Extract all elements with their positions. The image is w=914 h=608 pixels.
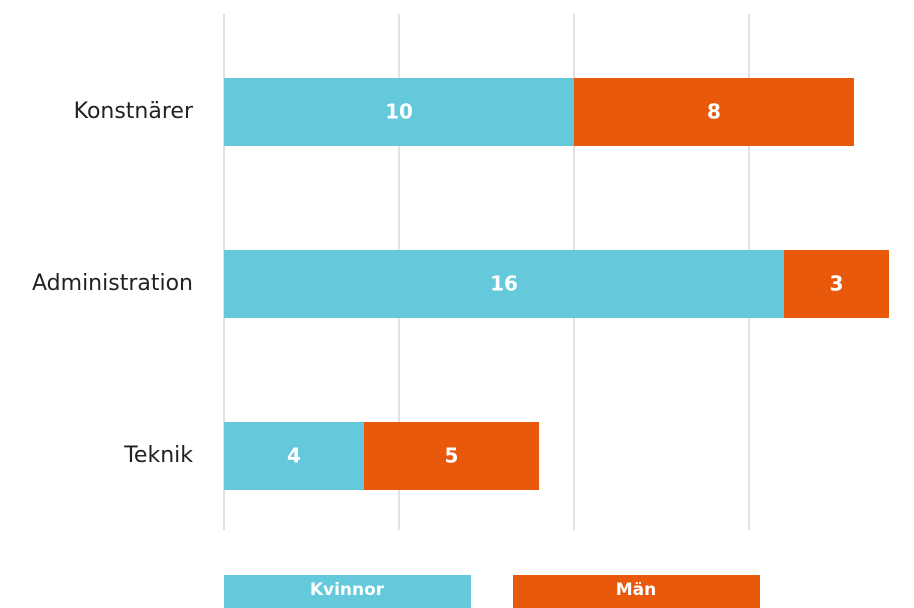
category-label: Teknik — [123, 443, 193, 468]
legend-swatch — [513, 575, 760, 608]
bar-segment — [224, 422, 364, 490]
bar-segment — [574, 78, 854, 146]
data-label: 10 — [385, 100, 413, 124]
category-label: Konstnärer — [74, 99, 194, 124]
data-label: 5 — [445, 444, 459, 468]
category-label: Administration — [32, 271, 193, 296]
data-label: 4 — [287, 444, 301, 468]
data-label: 3 — [830, 272, 844, 296]
bar-segment — [364, 422, 539, 490]
legend-label: Kvinnor — [310, 580, 385, 600]
legend-label: Män — [616, 580, 657, 600]
bar-segment — [224, 78, 574, 146]
data-label: 8 — [707, 100, 721, 124]
legend-swatch — [224, 575, 471, 608]
data-label: 16 — [490, 272, 518, 296]
bar-segment — [784, 250, 889, 318]
bar-segment — [224, 250, 784, 318]
